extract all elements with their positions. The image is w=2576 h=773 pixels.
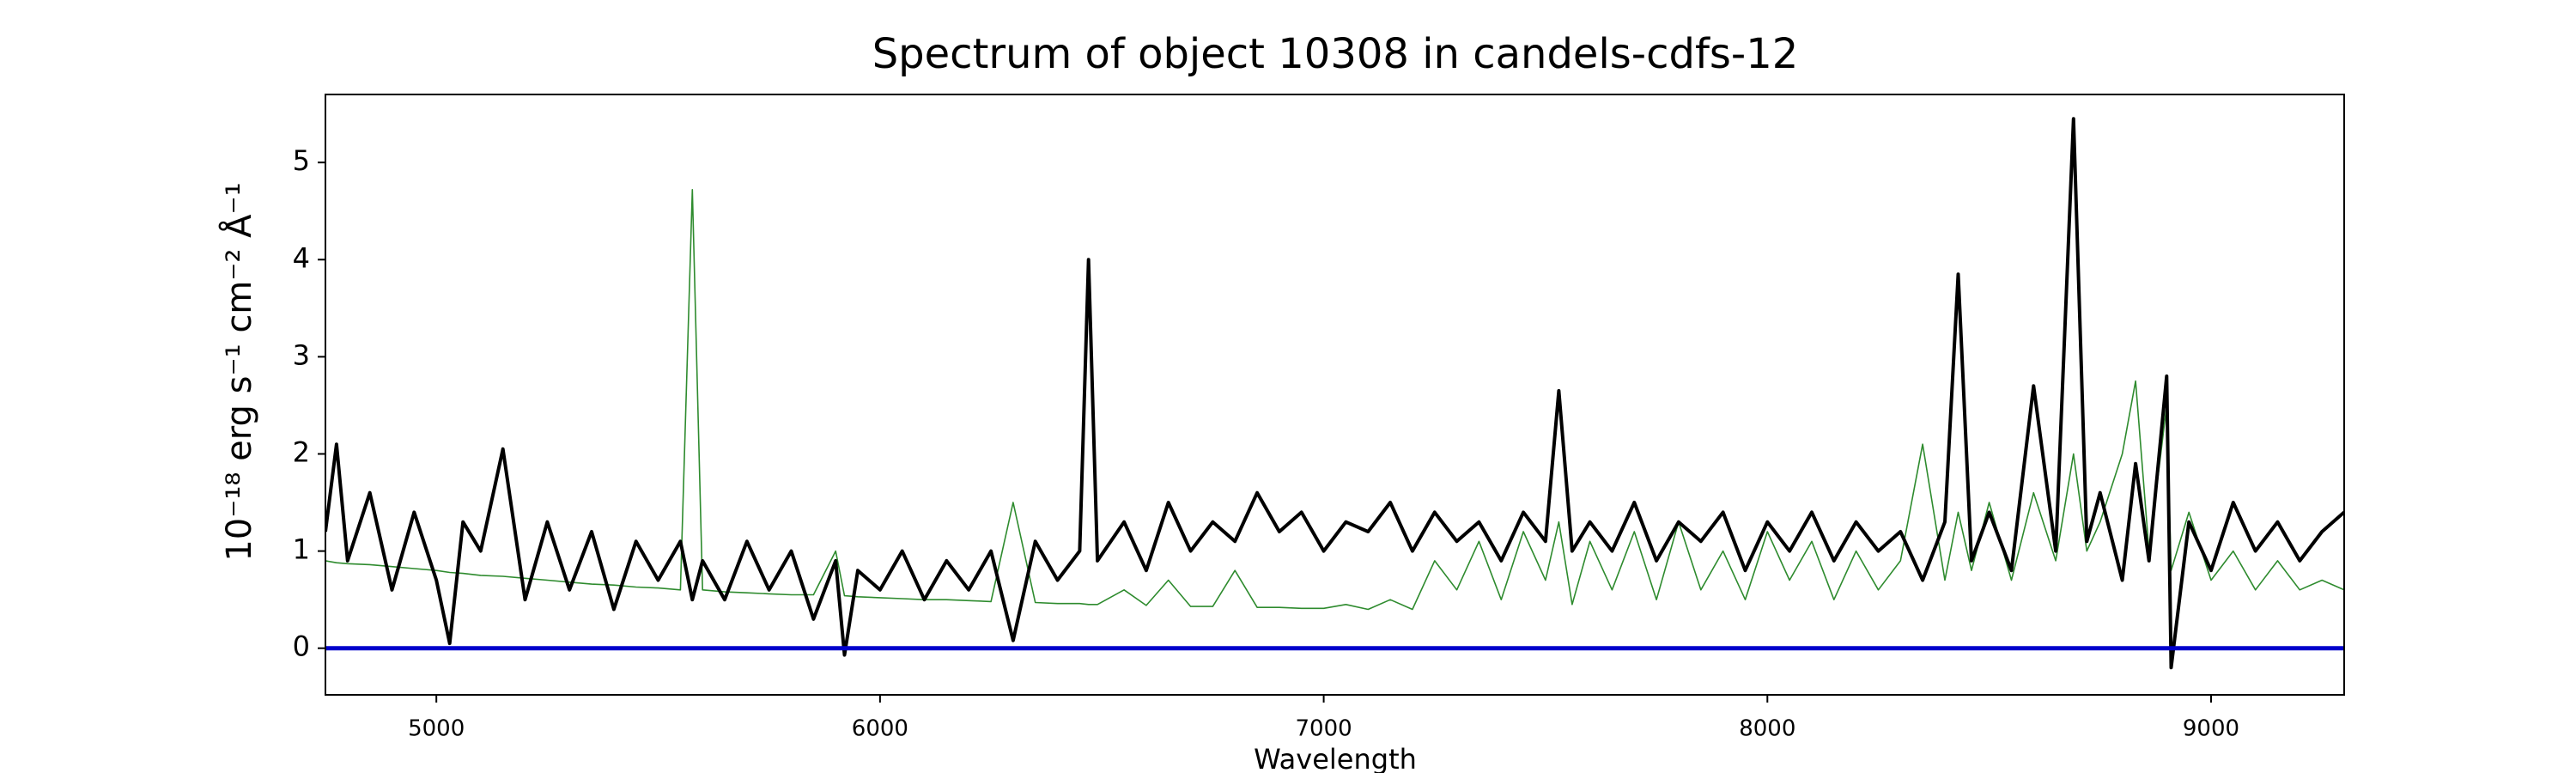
x-tick-label: 5000 [408, 716, 465, 742]
spectrum-line [325, 117, 2344, 670]
spectrum-line [325, 189, 2344, 611]
y-tick-label: 0 [293, 630, 310, 663]
y-axis-label: 10⁻¹⁸ erg s⁻¹ cm⁻² Å⁻¹ [218, 182, 259, 561]
chart-title: Spectrum of object 10308 in candels-cdfs… [872, 30, 1799, 78]
x-axis-label: Wavelength [1254, 743, 1417, 773]
x-tick-label: 9000 [2183, 716, 2239, 742]
y-tick-label: 4 [293, 241, 310, 274]
y-tick-label: 3 [293, 338, 310, 371]
x-tick-label: 7000 [1295, 716, 1352, 742]
y-tick-label: 1 [293, 533, 310, 566]
x-tick-label: 8000 [1739, 716, 1795, 742]
plot-frame [325, 94, 2345, 696]
x-tick-label: 6000 [852, 716, 908, 742]
y-tick-label: 2 [293, 435, 310, 468]
y-tick-label: 5 [293, 144, 310, 177]
